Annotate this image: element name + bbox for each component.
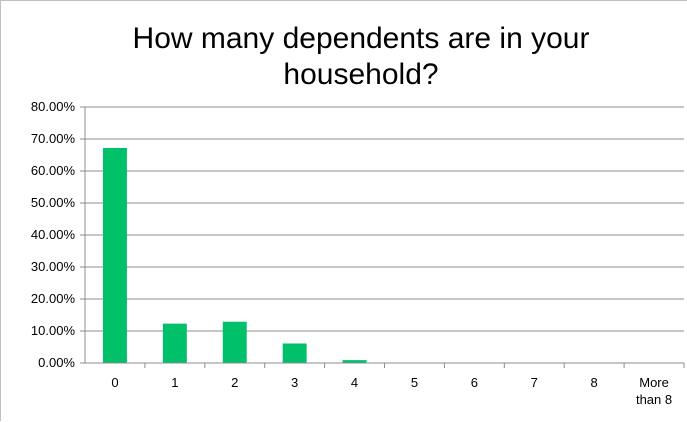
- x-tick-label: 5: [411, 375, 418, 390]
- bars: [102, 147, 367, 363]
- bar-4: [342, 360, 367, 363]
- bar-3: [282, 343, 307, 363]
- gridlines: [85, 106, 684, 332]
- axes: [80, 106, 685, 368]
- chart-title: How many dependents are in your househol…: [132, 22, 590, 91]
- y-tick-label: 20.00%: [31, 291, 76, 306]
- x-tick-label: More than 8: [636, 375, 672, 407]
- bar-1: [162, 323, 187, 363]
- x-tick-label: 0: [111, 375, 118, 390]
- x-tick-label: 3: [291, 375, 298, 390]
- y-tick-label: 80.00%: [31, 99, 76, 114]
- y-tick-label: 60.00%: [31, 163, 76, 178]
- x-tick-label: 6: [471, 375, 478, 390]
- bar-2: [222, 321, 247, 363]
- x-tick-label: 2: [231, 375, 238, 390]
- y-tick-label: 0.00%: [38, 355, 75, 370]
- y-tick-label: 40.00%: [31, 227, 76, 242]
- tick-labels: 0.00% 10.00% 20.00% 30.00% 40.00% 50.00% 60.00…: [31, 99, 672, 407]
- y-tick-label: 50.00%: [31, 195, 76, 210]
- y-tick-label: 70.00%: [31, 131, 76, 146]
- x-tick-label: 1: [171, 375, 178, 390]
- x-tick-label: 4: [351, 375, 358, 390]
- y-tick-label: 10.00%: [31, 323, 76, 338]
- x-tick-label: 7: [531, 375, 538, 390]
- bar-0: [102, 147, 127, 363]
- y-tick-label: 30.00%: [31, 259, 76, 274]
- x-tick-label: 8: [591, 375, 598, 390]
